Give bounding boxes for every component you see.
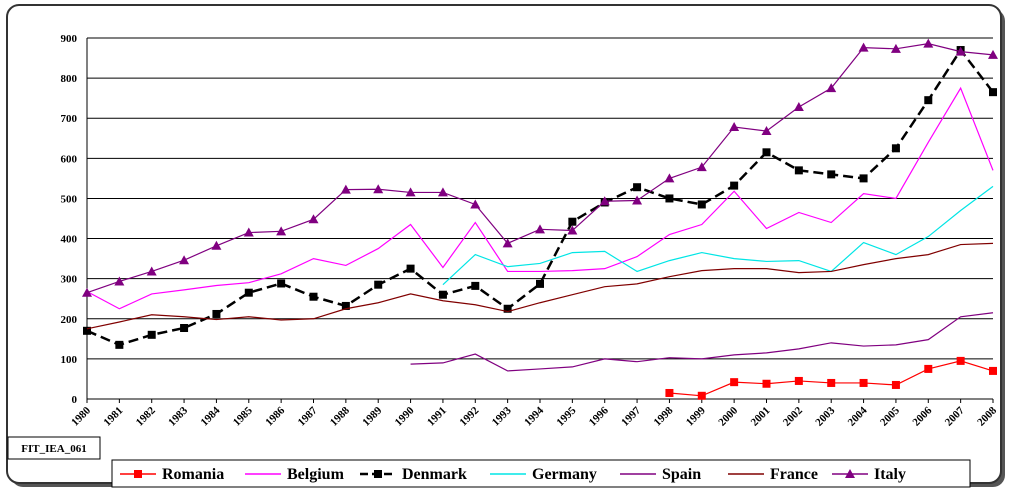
data-point [211, 240, 222, 250]
legend-marker [374, 470, 382, 478]
data-point [891, 380, 900, 389]
data-point [277, 279, 286, 288]
data-point [697, 391, 706, 400]
series-line [86, 242, 994, 330]
data-point [859, 378, 868, 387]
legend-label: Germany [532, 466, 597, 483]
data-point [955, 46, 966, 56]
data-point [502, 238, 513, 248]
data-point [309, 292, 318, 301]
data-point [470, 199, 481, 209]
data-point [276, 226, 287, 236]
series-line [410, 312, 994, 372]
legend-label: Belgium [287, 466, 345, 483]
legend [111, 459, 971, 488]
data-point [794, 376, 803, 385]
data-point [180, 324, 189, 333]
y-tick-label: 300 [61, 274, 78, 286]
data-point [82, 287, 92, 297]
data-point [146, 266, 157, 276]
data-point [567, 225, 578, 235]
data-point [115, 340, 124, 349]
data-point [406, 264, 415, 273]
data-point [114, 276, 125, 286]
data-point [438, 290, 447, 299]
data-point [762, 379, 771, 388]
y-tick-label: 500 [61, 193, 78, 205]
chart-label: FIT_IEA_061 [21, 443, 86, 455]
label-box [7, 436, 101, 460]
data-point [794, 166, 803, 175]
data-point [308, 214, 319, 224]
data-point [923, 38, 934, 48]
data-point [761, 126, 772, 136]
data-point [989, 88, 997, 97]
data-point [437, 187, 448, 197]
data-point [341, 301, 350, 310]
data-point [632, 195, 643, 205]
data-point [826, 83, 837, 93]
data-point [374, 280, 383, 289]
data-point [762, 148, 771, 157]
data-point [665, 388, 674, 397]
y-tick-label: 700 [61, 113, 78, 125]
y-tick-label: 200 [61, 314, 78, 326]
data-point [827, 378, 836, 387]
series-line [442, 185, 994, 286]
data-point [147, 330, 156, 339]
legend-marker [134, 470, 142, 478]
data-point [503, 304, 512, 313]
data-point [730, 181, 739, 190]
y-tick-label: 800 [61, 73, 78, 85]
data-point [924, 364, 933, 373]
data-point [244, 288, 253, 297]
data-point [729, 122, 740, 132]
y-tick-label: 400 [61, 234, 78, 246]
data-point [665, 194, 674, 203]
y-tick-label: 100 [61, 354, 78, 366]
data-point [696, 162, 707, 172]
data-point [471, 281, 480, 290]
data-point [83, 326, 91, 335]
data-point [956, 356, 965, 365]
data-point [924, 96, 933, 105]
legend-marker [845, 469, 855, 478]
data-point [633, 183, 642, 192]
legend-label: Romania [162, 466, 224, 483]
data-point [212, 309, 221, 318]
data-point [373, 184, 384, 194]
data-point [568, 217, 577, 226]
y-tick-label: 600 [61, 153, 78, 165]
data-point [988, 49, 998, 59]
data-point [890, 43, 901, 53]
data-point [536, 279, 544, 288]
legend-label: Italy [874, 466, 906, 483]
data-point [179, 255, 190, 265]
data-point [989, 366, 997, 375]
data-point [599, 196, 610, 206]
data-point [730, 378, 739, 387]
data-point [891, 144, 900, 153]
y-tick-label: 0 [72, 394, 78, 406]
data-point [340, 184, 351, 194]
legend-label: Denmark [402, 466, 467, 483]
data-point [827, 170, 836, 179]
data-point [535, 224, 545, 234]
legend-label: Spain [662, 466, 701, 483]
data-point [243, 227, 254, 237]
data-point [858, 42, 869, 52]
y-tick-label: 900 [61, 33, 78, 45]
legend-label: France [770, 466, 818, 483]
data-point [405, 187, 416, 197]
data-point [664, 173, 675, 183]
data-point [859, 174, 868, 183]
series-line [86, 86, 994, 310]
data-point [793, 101, 804, 111]
data-point [697, 200, 706, 209]
